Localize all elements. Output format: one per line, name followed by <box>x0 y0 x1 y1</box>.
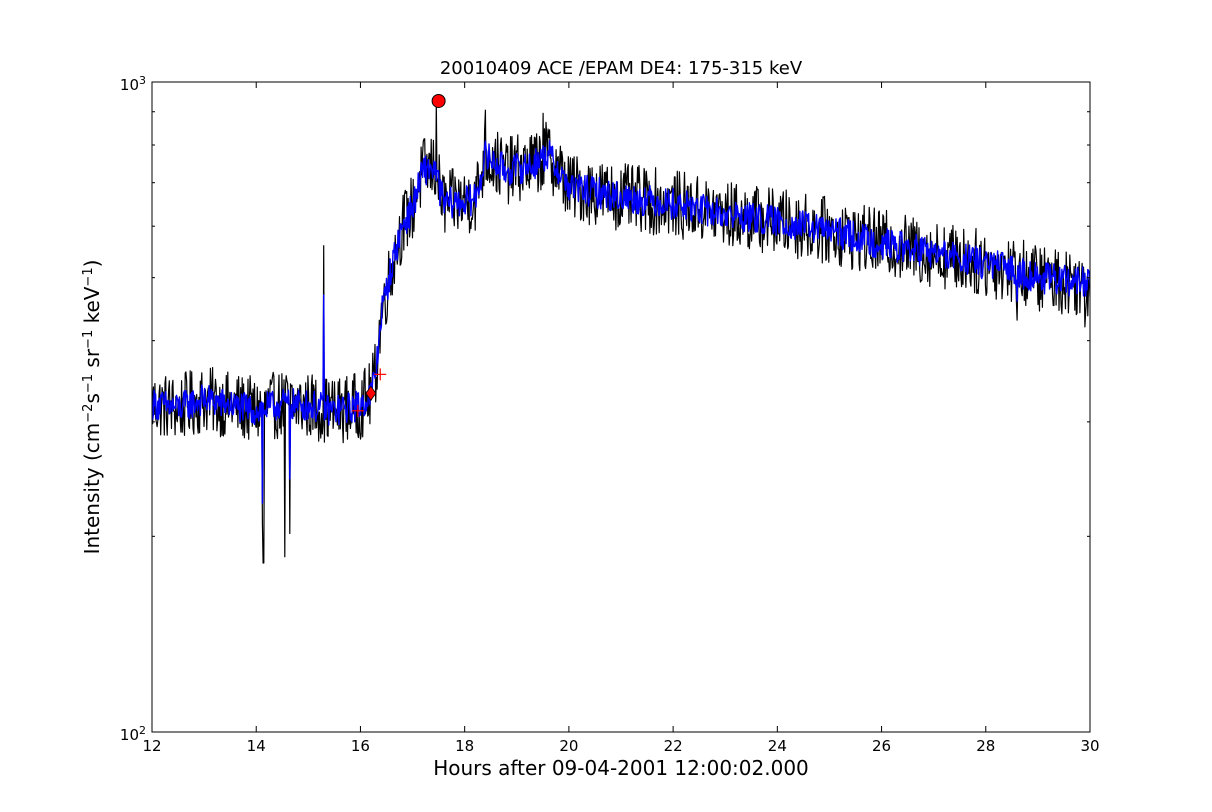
series-line-smoothed <box>152 140 1090 504</box>
x-tick-label: 20 <box>559 737 578 755</box>
series-layer <box>152 101 1090 564</box>
x-tick-label: 14 <box>247 737 266 755</box>
series-line-raw <box>152 101 1090 564</box>
marker-layer <box>351 93 446 417</box>
tick-layer: 12 14 16 18 20 22 24 26 28 30 <box>142 81 1100 755</box>
plus-marker <box>351 404 364 417</box>
x-tick-label: 30 <box>1080 737 1099 755</box>
x-tick-label: 24 <box>768 737 787 755</box>
y-tick-label-top: 103 <box>120 74 146 95</box>
y-axis-label: Intensity (cm−2s−1 sr−1 keV−1) <box>80 260 104 555</box>
plus-marker <box>374 368 387 381</box>
x-tick-label: 12 <box>142 737 161 755</box>
plot-frame <box>151 81 1091 733</box>
onset-marker <box>365 385 377 401</box>
x-tick-label: 26 <box>872 737 891 755</box>
x-axis-label: Hours after 09-04-2001 12:00:02.000 <box>433 756 809 780</box>
chart-title: 20010409 ACE /EPAM DE4: 175-315 keV <box>440 58 803 79</box>
x-tick-label: 18 <box>455 737 474 755</box>
peak-marker <box>431 93 446 108</box>
x-tick-label: 28 <box>976 737 995 755</box>
x-tick-label: 22 <box>664 737 683 755</box>
x-tick-label: 16 <box>351 737 370 755</box>
y-tick-label-bottom: 102 <box>120 724 146 745</box>
